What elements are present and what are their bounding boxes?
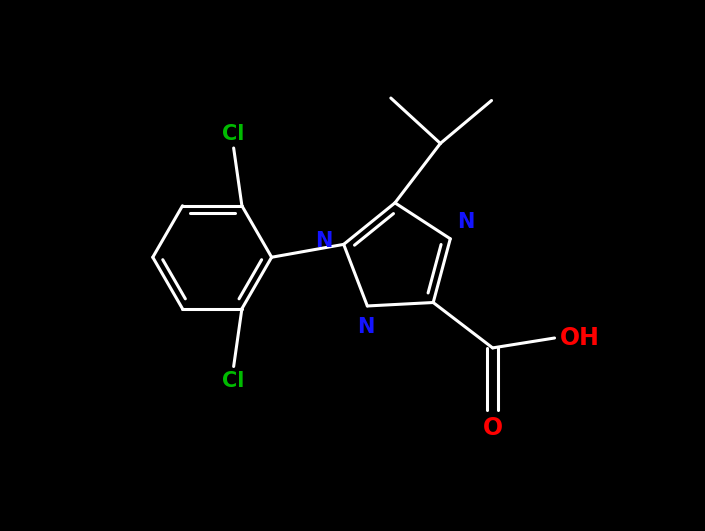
Text: Cl: Cl <box>223 124 245 144</box>
Text: N: N <box>457 212 474 232</box>
Text: N: N <box>316 231 333 251</box>
Text: O: O <box>483 416 503 440</box>
Text: OH: OH <box>560 326 599 350</box>
Text: N: N <box>357 316 374 337</box>
Text: Cl: Cl <box>223 371 245 391</box>
